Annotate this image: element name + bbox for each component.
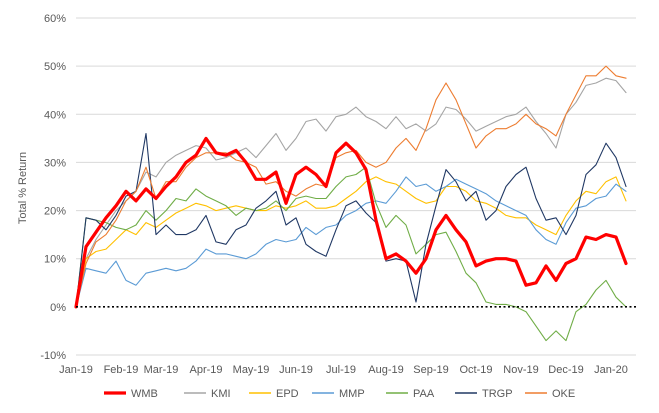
x-tick-label: Nov-19: [503, 364, 538, 376]
x-tick-label: Mar-19: [144, 364, 179, 376]
y-tick-label: 30%: [44, 157, 66, 169]
x-tick-label: Dec-19: [548, 364, 583, 376]
y-tick-label: 40%: [44, 109, 66, 121]
x-tick-label: Sep-19: [413, 364, 448, 376]
series-line-wmb: [74, 136, 628, 309]
x-tick-label: Jul-19: [326, 364, 356, 376]
series-line-epd: [75, 176, 627, 308]
x-tick-label: Jan-20: [594, 364, 628, 376]
y-axis-ticks: -10% 0% 10% 20% 30% 40% 50% 60%: [40, 13, 66, 362]
series-line-mmp: [75, 176, 627, 308]
x-tick-label: Aug-19: [368, 364, 403, 376]
legend-label-paa: PAA: [413, 388, 435, 400]
legend-label-mmp: MMP: [339, 388, 365, 400]
y-tick-label: 0%: [50, 302, 66, 314]
legend: WMB KMI EPD MMP PAA TRGP OKE: [104, 388, 575, 400]
legend-label-oke: OKE: [552, 388, 575, 400]
y-tick-label: 20%: [44, 206, 66, 218]
legend-label-trgp: TRGP: [482, 388, 513, 400]
y-tick-label: 10%: [44, 254, 66, 266]
gridlines: [76, 17, 636, 356]
x-tick-label: May-19: [233, 364, 270, 376]
legend-label-kmi: KMI: [211, 388, 231, 400]
legend-label-wmb: WMB: [131, 388, 158, 400]
x-axis-ticks: Jan-19 Feb-19 Mar-19 Apr-19 May-19 Jun-19 Jul-…: [59, 364, 628, 376]
series-line-oke: [75, 65, 627, 308]
x-tick-label: Apr-19: [189, 364, 222, 376]
y-tick-label: -10%: [40, 350, 66, 362]
x-tick-label: Feb-19: [104, 364, 139, 376]
x-tick-label: Jun-19: [279, 364, 313, 376]
x-tick-label: Jan-19: [59, 364, 93, 376]
series-line-kmi: [75, 77, 627, 308]
series-line-trgp: [75, 132, 627, 308]
series-line-paa: [75, 166, 627, 342]
y-tick-label: 50%: [44, 61, 66, 73]
y-tick-label: 60%: [44, 13, 66, 25]
series-lines: [74, 65, 628, 342]
x-tick-label: Oct-19: [459, 364, 492, 376]
legend-label-epd: EPD: [276, 388, 299, 400]
y-axis-title: Total % Return: [17, 152, 29, 224]
